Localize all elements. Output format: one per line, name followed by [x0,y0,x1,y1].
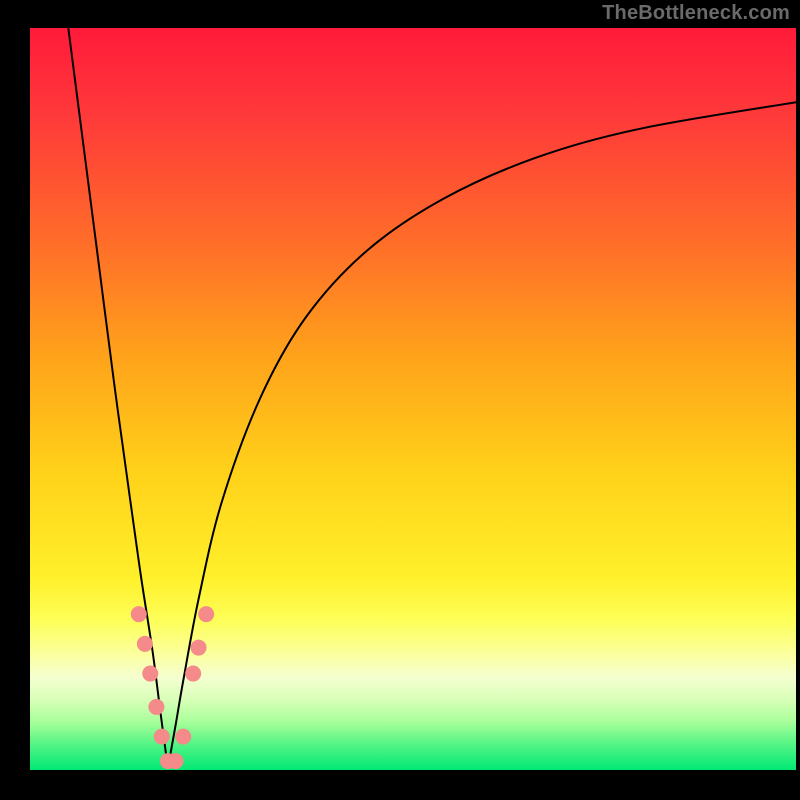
data-marker [191,640,207,656]
chart-frame: TheBottleneck.com [0,0,800,800]
data-marker [154,729,170,745]
watermark-text: TheBottleneck.com [602,2,790,25]
data-marker [148,699,164,715]
gradient-background [30,28,796,770]
chart-plot [30,28,796,770]
data-marker [168,753,184,769]
data-marker [175,729,191,745]
data-marker [131,606,147,622]
data-marker [198,606,214,622]
data-marker [185,666,201,682]
data-marker [137,636,153,652]
data-marker [142,666,158,682]
